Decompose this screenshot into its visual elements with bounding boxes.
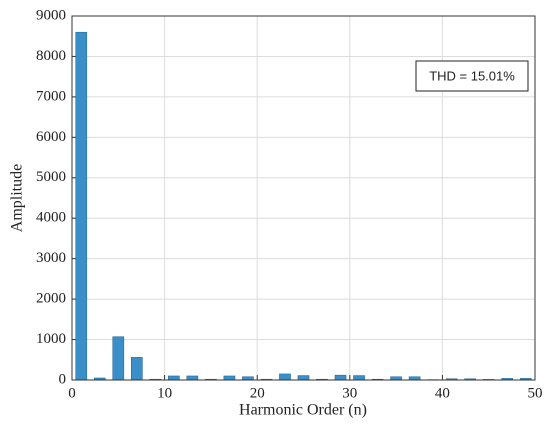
bar — [279, 373, 291, 381]
y-tick-label: 3000 — [36, 250, 66, 266]
y-tick-label: 9000 — [36, 7, 66, 23]
x-tick-label: 40 — [435, 385, 450, 401]
bar — [75, 31, 88, 381]
y-tick-label: 7000 — [36, 88, 66, 104]
x-tick-label: 20 — [250, 385, 265, 401]
bar — [297, 375, 310, 381]
bar — [112, 336, 125, 381]
x-tick-label: 0 — [68, 385, 76, 401]
x-tick-label: 50 — [528, 385, 543, 401]
y-tick-label: 1000 — [36, 331, 66, 347]
bar — [353, 375, 365, 381]
plot-frame — [71, 15, 536, 381]
y-tick-label: 5000 — [36, 169, 66, 185]
x-tick-label: 10 — [157, 385, 172, 401]
annotation-box — [415, 60, 529, 92]
bar — [131, 357, 143, 381]
y-tick-label: 4000 — [36, 210, 66, 226]
y-tick-label: 8000 — [36, 48, 66, 64]
y-tick-label: 6000 — [36, 129, 66, 145]
bar — [168, 375, 180, 381]
x-tick-label: 30 — [342, 385, 357, 401]
annotation: THD = 15.01% — [429, 68, 515, 83]
x-axis-label: Harmonic Order (n) — [239, 402, 367, 419]
bar — [186, 375, 199, 381]
y-axis-label: Amplitude — [9, 164, 26, 232]
bar — [334, 374, 347, 381]
y-tick-label: 2000 — [36, 291, 66, 307]
y-tick-label: 0 — [59, 371, 67, 387]
bar — [223, 375, 236, 381]
